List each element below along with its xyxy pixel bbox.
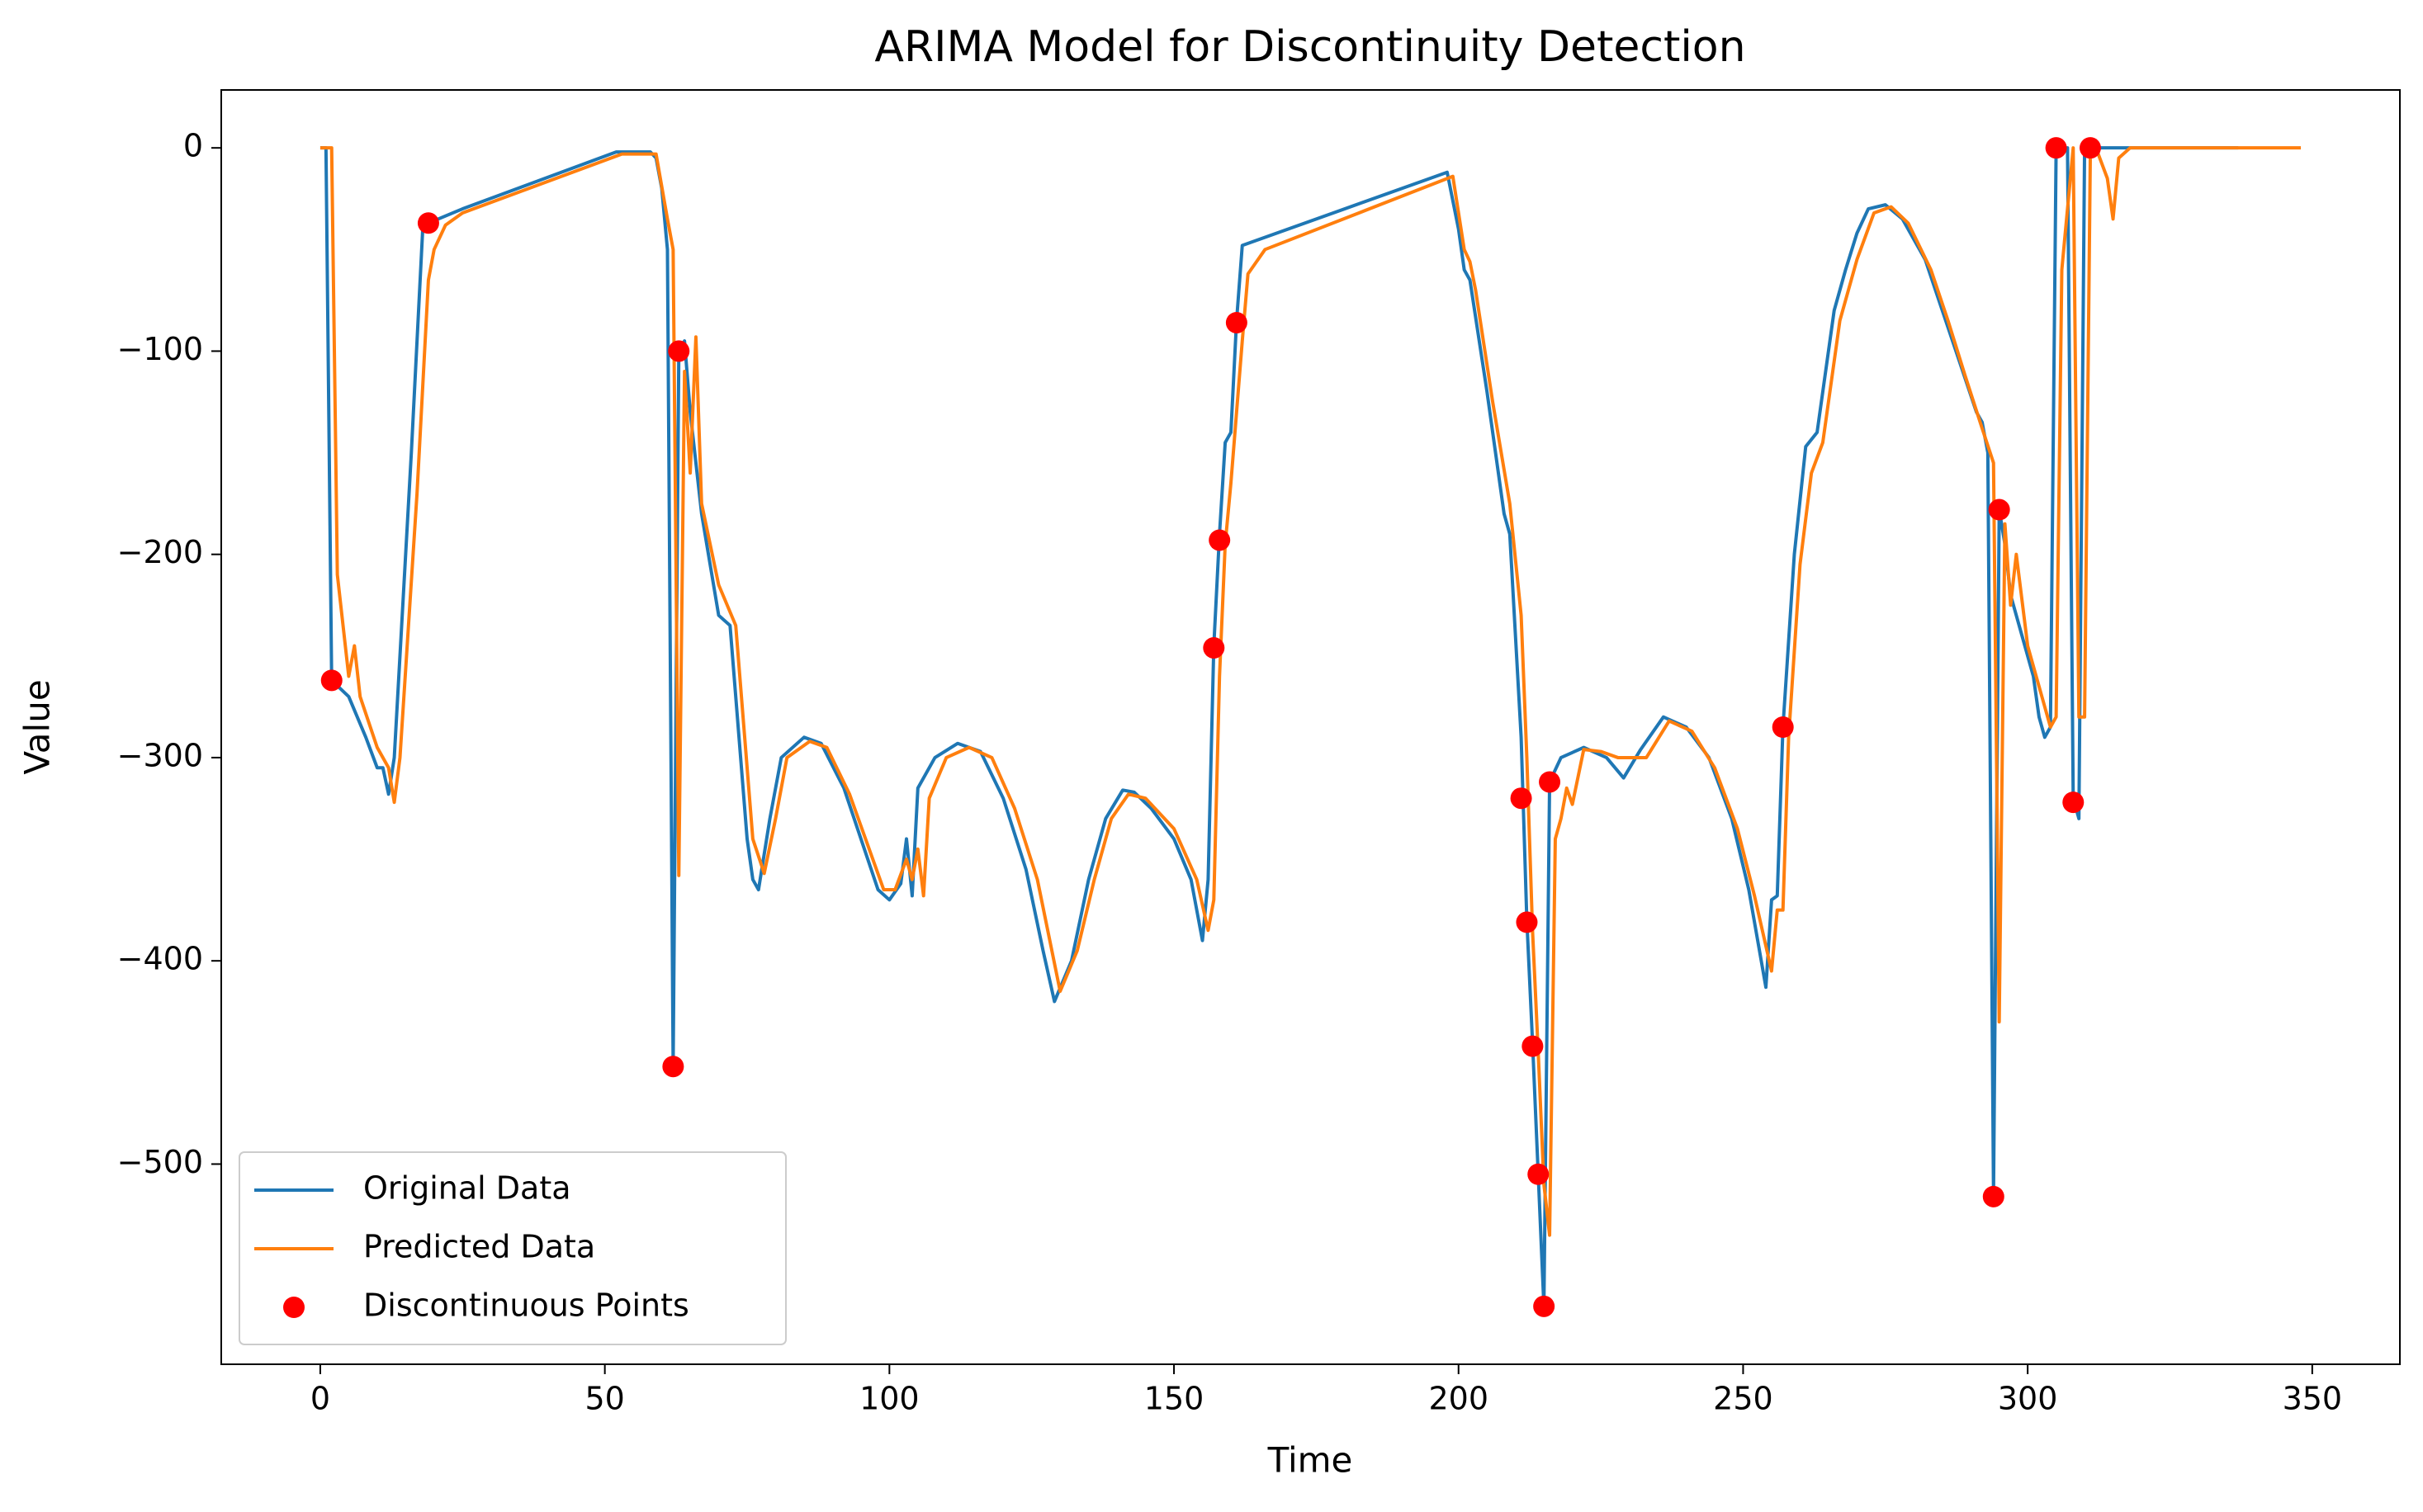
scatter-point — [2079, 137, 2101, 159]
scatter-point — [1539, 771, 1561, 793]
scatter-point — [320, 669, 343, 692]
scatter-point — [1203, 636, 1225, 659]
scatter-point — [1510, 787, 1532, 810]
x-tick-label: 300 — [1998, 1381, 2058, 1417]
scatter-point — [1533, 1295, 1555, 1317]
data-line — [319, 146, 2302, 1237]
scatter-point — [1772, 716, 1794, 738]
x-tick-label: 200 — [1428, 1381, 1488, 1417]
scatter-point — [1527, 1163, 1550, 1185]
legend-box — [239, 1151, 787, 1345]
scatter-point — [1516, 911, 1538, 933]
scatter-point — [668, 340, 690, 362]
plot-frame — [220, 89, 2401, 1365]
x-tick-label: 150 — [1144, 1381, 1204, 1417]
chart-title: ARIMA Model for Discontinuity Detection — [874, 22, 1745, 72]
scatter-point — [662, 1056, 684, 1078]
scatter-point — [1988, 498, 2010, 521]
y-tick-label: −200 — [117, 534, 203, 570]
scatter-point — [1209, 529, 1231, 551]
y-tick-label: −400 — [117, 941, 203, 977]
scatter-point — [2045, 137, 2067, 159]
y-tick-label: −300 — [117, 737, 203, 773]
y-tick-label: −500 — [117, 1144, 203, 1180]
y-tick-label: 0 — [183, 128, 203, 164]
scatter-point — [1982, 1185, 2004, 1207]
x-tick-label: 250 — [1713, 1381, 1773, 1417]
legend-label: Predicted Data — [363, 1229, 595, 1265]
y-axis-label: Value — [17, 679, 58, 774]
legend-label: Discontinuous Points — [363, 1288, 689, 1324]
legend-marker — [283, 1297, 305, 1318]
x-tick-label: 100 — [859, 1381, 920, 1417]
x-tick-label: 50 — [584, 1381, 624, 1417]
x-tick-label: 350 — [2283, 1381, 2343, 1417]
x-tick-label: 0 — [310, 1381, 330, 1417]
scatter-point — [1225, 311, 1247, 333]
y-tick-label: −100 — [117, 331, 203, 367]
x-axis-label: Time — [1267, 1440, 1353, 1481]
scatter-point — [2062, 791, 2085, 814]
scatter-point — [1521, 1035, 1544, 1057]
scatter-point — [417, 212, 439, 234]
legend-label: Original Data — [363, 1170, 571, 1207]
